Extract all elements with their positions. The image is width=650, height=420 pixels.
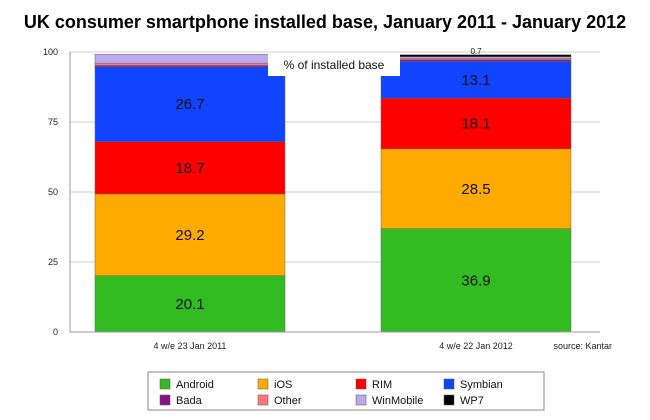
bar-rim-2 xyxy=(380,97,572,150)
data-label-wp7-2: 0.7 xyxy=(470,47,482,56)
bar-winmobile-2 xyxy=(380,56,572,59)
data-label-ios-1: 29.2 xyxy=(175,227,204,244)
plot-area: 20.129.218.726.70.836.928.518.113.10.7 xyxy=(94,47,572,333)
legend-swatch-wp7 xyxy=(443,394,455,406)
legend-label-ios: iOS xyxy=(274,379,292,391)
bar-ios-2 xyxy=(380,148,572,229)
legend-swatch-ios xyxy=(257,378,269,390)
bar-symbian-1 xyxy=(94,66,286,142)
category-labels: 4 w/e 23 Jan 2011 4 w/e 22 Jan 2012 xyxy=(154,341,513,351)
legend-label-winmobile: WinMobile xyxy=(372,395,423,407)
y-tick-50: 50 xyxy=(48,187,58,197)
legend-swatch-android xyxy=(159,378,171,390)
chart-title: UK consumer smartphone installed base, J… xyxy=(24,12,626,32)
legend-box xyxy=(147,371,545,411)
legend-label-rim: RIM xyxy=(372,379,392,391)
data-label-symbian-2: 13.1 xyxy=(461,72,490,89)
legend-swatch-bada xyxy=(159,394,171,406)
legend-label-wp7: WP7 xyxy=(460,395,484,407)
source-note: source: Kantar xyxy=(553,341,612,351)
legend-label-other: Other xyxy=(274,395,302,407)
legend-swatch-symbian xyxy=(443,378,455,390)
bar-symbian-2 xyxy=(380,61,572,99)
y-tick-75: 75 xyxy=(48,117,58,127)
legend: Android iOS RIM Symbian Bada Other WinMobile WP… xyxy=(159,378,503,407)
data-label-android-1: 20.1 xyxy=(175,296,204,313)
bar-ios-1 xyxy=(94,193,286,276)
data-label-rim-1: 18.7 xyxy=(175,160,204,177)
legend-label-bada: Bada xyxy=(176,395,203,407)
legend-swatch-rim xyxy=(355,378,367,390)
legend-swatch-winmobile xyxy=(355,394,367,406)
bar-android-2 xyxy=(380,228,572,333)
y-axis-label: % of installed base xyxy=(284,58,385,72)
category-label-1: 4 w/e 23 Jan 2011 xyxy=(154,341,227,351)
category-label-2: 4 w/e 22 Jan 2012 xyxy=(439,341,513,351)
y-tick-0: 0 xyxy=(53,327,58,337)
legend-swatch-other xyxy=(257,394,269,406)
data-label-ios-2: 28.5 xyxy=(461,181,490,198)
bar-rim-1 xyxy=(94,141,286,195)
legend-label-android: Android xyxy=(176,379,214,391)
y-axis-label-box: % of installed base xyxy=(268,54,400,76)
y-tick-100: 100 xyxy=(43,47,58,57)
legend-label-symbian: Symbian xyxy=(460,379,503,391)
y-tick-labels: 0 25 50 75 100 xyxy=(43,47,58,337)
bar-bada-2 xyxy=(380,59,572,62)
data-label-rim-2: 18.1 xyxy=(461,116,490,133)
data-label-android-2: 36.9 xyxy=(461,272,490,289)
y-tick-25: 25 xyxy=(48,257,58,267)
bar-android-1 xyxy=(94,275,286,333)
data-label-symbian-1: 26.7 xyxy=(175,96,204,113)
bar-winmobile-1 xyxy=(94,53,286,64)
